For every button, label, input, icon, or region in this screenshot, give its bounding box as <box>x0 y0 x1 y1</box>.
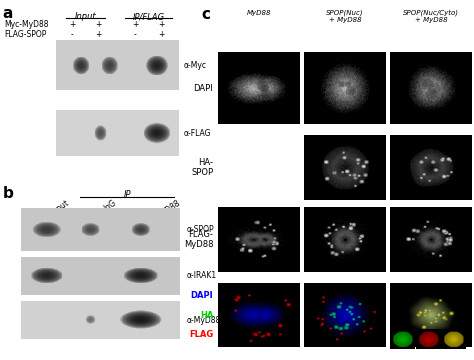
Text: Input: Input <box>74 12 96 21</box>
Text: α-Myc: α-Myc <box>184 60 207 69</box>
Text: Myc-MyD88: Myc-MyD88 <box>5 21 49 30</box>
Text: -: - <box>71 30 73 39</box>
Text: -: - <box>134 30 137 39</box>
Text: DAPI: DAPI <box>193 84 213 93</box>
Text: FLAG-SPOP: FLAG-SPOP <box>5 30 47 39</box>
Text: IgG: IgG <box>102 198 118 213</box>
Text: α-FLAG: α-FLAG <box>184 129 211 138</box>
Text: SPOP(Nuc)
+ MyD88: SPOP(Nuc) + MyD88 <box>326 9 364 23</box>
Text: MyD88: MyD88 <box>155 198 182 221</box>
Text: DAPI: DAPI <box>191 291 213 300</box>
Text: +: + <box>95 30 102 39</box>
Text: HA: HA <box>200 310 213 320</box>
Text: Input: Input <box>50 198 71 217</box>
Text: FLAG-
MyD88: FLAG- MyD88 <box>184 230 213 249</box>
Text: IP/FLAG: IP/FLAG <box>132 12 164 21</box>
Text: SPOP(Nuc/Cyto)
+ MyD88: SPOP(Nuc/Cyto) + MyD88 <box>403 9 459 23</box>
Text: +: + <box>132 21 138 30</box>
Text: HA-
SPOP: HA- SPOP <box>191 158 213 177</box>
Text: α-SPOP: α-SPOP <box>186 225 214 234</box>
Text: c: c <box>201 7 210 22</box>
Text: b: b <box>3 186 14 201</box>
Text: +: + <box>158 30 165 39</box>
Text: α-IRAK1: α-IRAK1 <box>186 271 216 280</box>
Text: α-MyD88: α-MyD88 <box>186 316 220 325</box>
Text: +: + <box>95 21 102 30</box>
Text: +: + <box>69 21 75 30</box>
Text: FLAG: FLAG <box>189 330 213 339</box>
Text: a: a <box>3 5 13 21</box>
Text: +: + <box>158 21 165 30</box>
Text: MyD88: MyD88 <box>246 9 271 15</box>
Text: IP: IP <box>123 190 131 199</box>
